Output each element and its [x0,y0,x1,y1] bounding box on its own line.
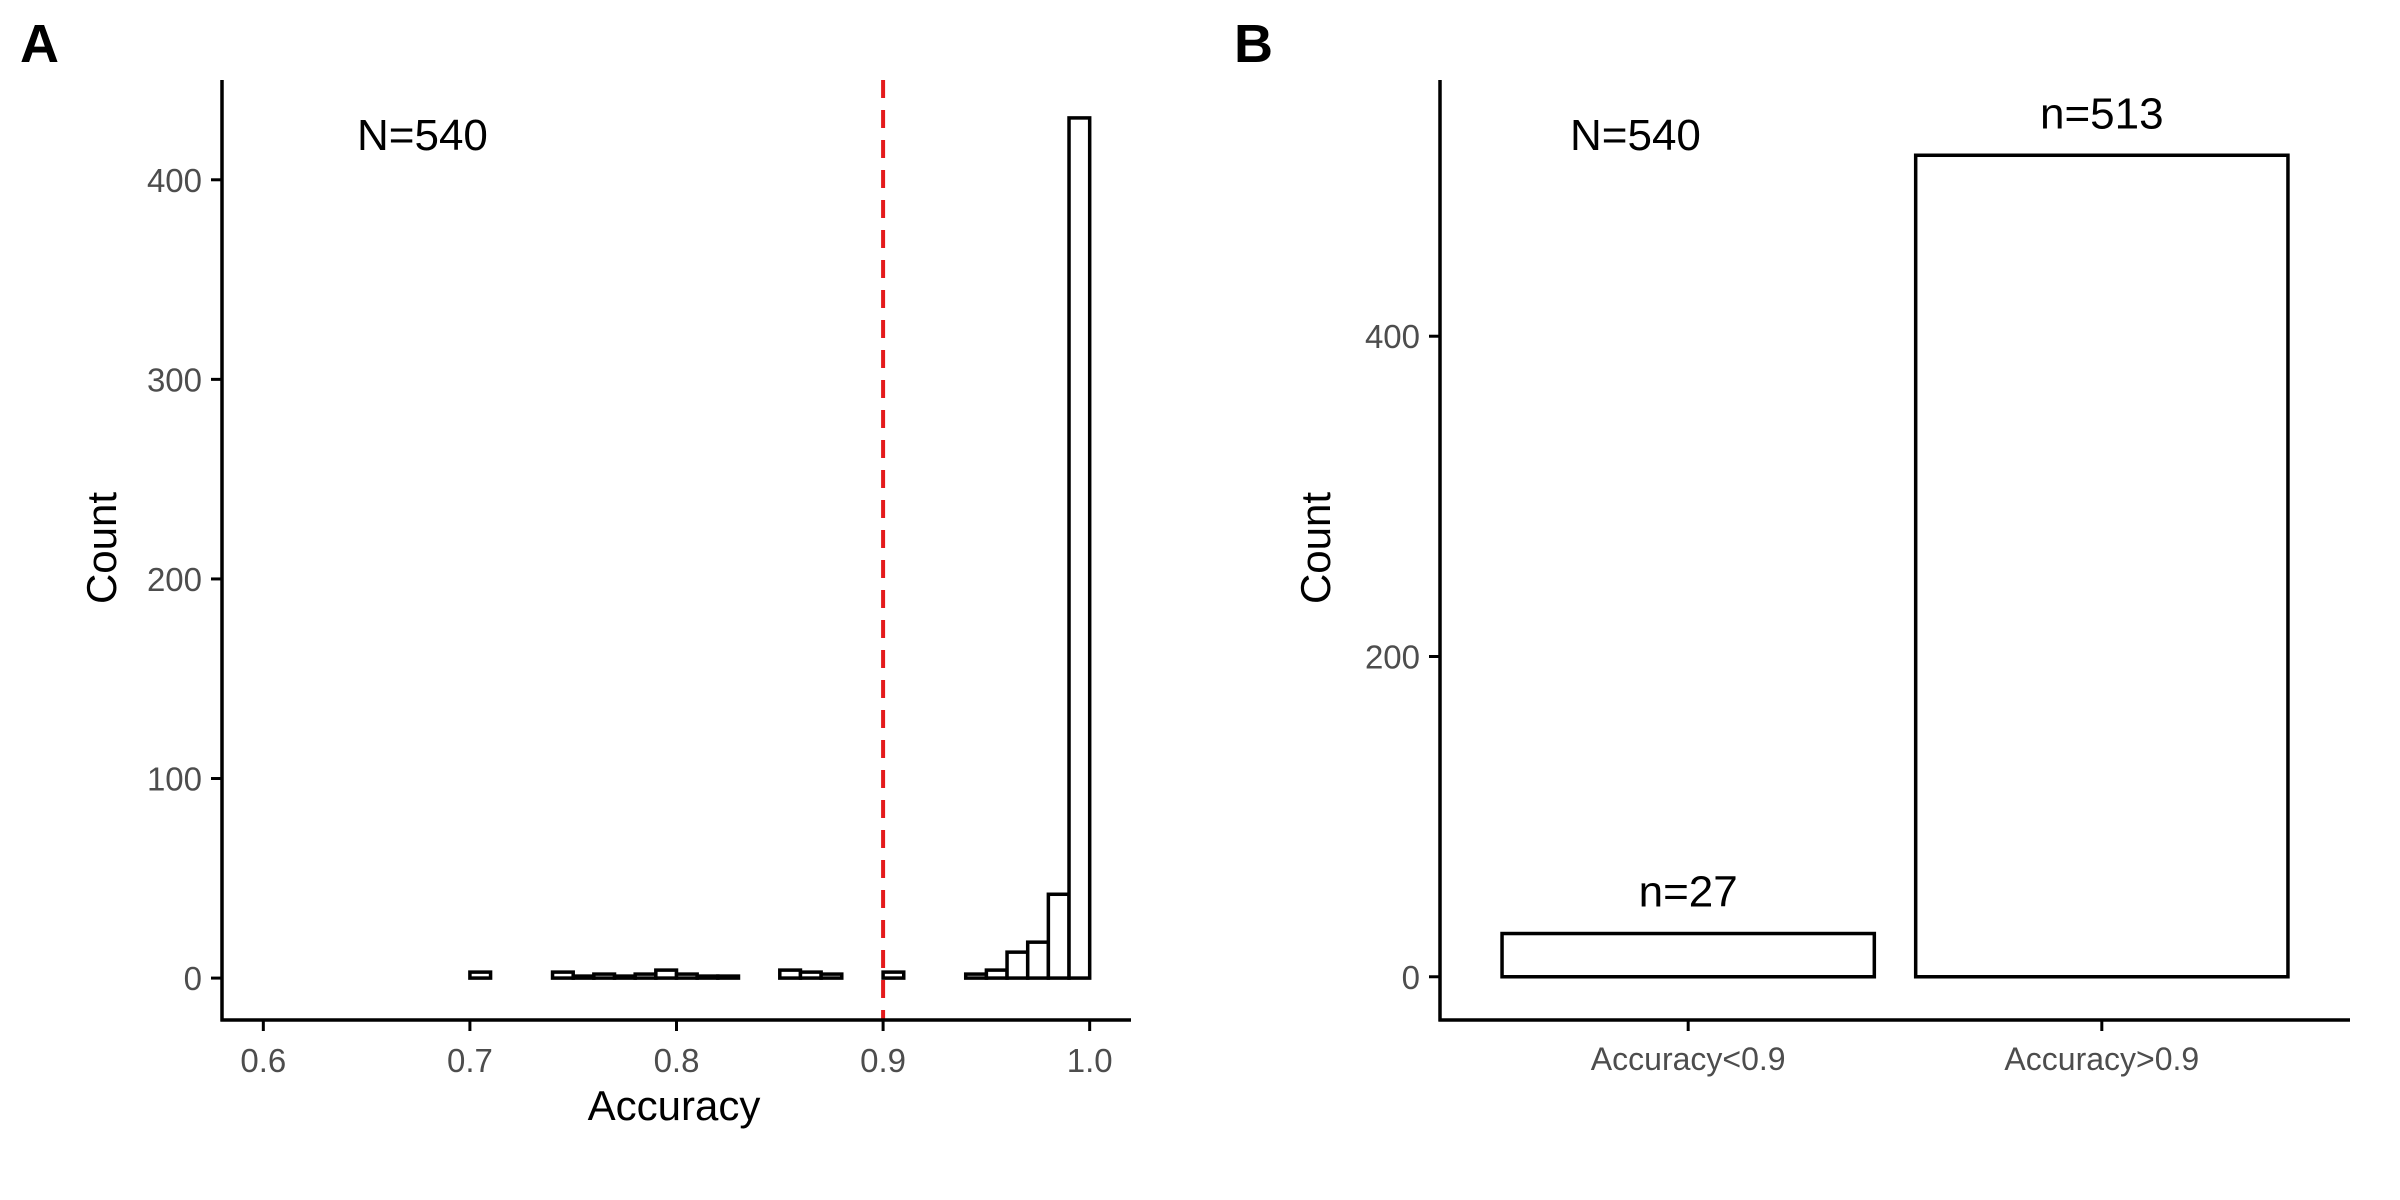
histogram-bin-20 [674,972,699,980]
panel-a-y-axis-title: Count [78,492,125,604]
panel-b-y-tick-label-0: 0 [1402,959,1420,996]
bar-label-0: n=27 [1639,868,1738,917]
panel-a-letter: A [20,14,59,74]
histogram-bin-19 [654,968,679,980]
panel-a-bars [468,116,1092,980]
histogram-bin-38 [1046,892,1071,980]
panel-b-y-tick-label-2: 400 [1365,318,1420,355]
panel-a-x-tick-label-1: 0.7 [447,1042,493,1079]
histogram-bin-35 [984,968,1009,980]
panel-a-x-tick-label-3: 0.9 [860,1042,906,1079]
histogram-bin-21 [695,974,720,980]
histogram-bin-14 [550,970,575,980]
histogram-bin-17 [612,974,637,980]
bar-Accuracy>0.9 [1913,153,2290,979]
panel-b-x-tick-label-0: Accuracy<0.9 [1591,1041,1786,1077]
histogram-bin-34 [963,972,989,980]
histogram-bin-25 [778,968,803,980]
panel-a-histogram: A N=540 0 100 200 300 400 0.6 0.7 0.8 0.9 1.0 Ac… [20,14,1131,1129]
panel-b-y-ticks: 0 200 400 [1365,318,1440,996]
panel-b-y-axis-title: Count [1292,492,1339,604]
panel-b-x-ticks: Accuracy<0.9 Accuracy>0.9 [1591,1020,2199,1077]
panel-a-y-tick-label-1: 100 [147,761,202,798]
panel-a-y-ticks: 0 100 200 300 400 [147,162,222,997]
panel-a-y-tick-label-3: 300 [147,361,202,398]
panel-a-y-tick-label-2: 200 [147,561,202,598]
panel-a-y-tick-label-4: 400 [147,162,202,199]
panel-a-y-tick-label-0: 0 [184,960,202,997]
panel-b-bar-labels: n=27 n=513 [1639,89,2164,916]
panel-b-bars [1500,153,2290,979]
panel-b-y-tick-label-1: 200 [1365,638,1420,675]
histogram-bin-37 [1025,940,1051,980]
histogram-bin-15 [571,974,596,980]
panel-b-letter: B [1234,14,1273,74]
panel-a-x-axis-title: Accuracy [588,1082,761,1129]
histogram-bin-39 [1067,116,1092,980]
panel-a-x-ticks: 0.6 0.7 0.8 0.9 1.0 [240,1020,1113,1079]
panel-b-x-tick-label-1: Accuracy>0.9 [2004,1041,2199,1077]
histogram-bin-22 [716,974,741,980]
panel-a-n-annotation: N=540 [357,111,488,160]
panel-a-x-tick-label-2: 0.8 [654,1042,700,1079]
histogram-bin-16 [592,972,617,980]
panel-a-x-tick-label-0: 0.6 [240,1042,286,1079]
histogram-bin-26 [798,970,823,980]
panel-b-n-annotation: N=540 [1570,111,1701,160]
panel-a-x-tick-label-4: 1.0 [1067,1042,1113,1079]
histogram-bin-30 [881,970,906,980]
histogram-bin-18 [633,972,658,980]
histogram-bin-10 [468,970,493,980]
bar-label-1: n=513 [2040,89,2164,138]
histogram-bin-36 [1005,950,1030,980]
bar-Accuracy<0.9 [1500,931,1877,979]
histogram-bin-27 [819,972,844,980]
